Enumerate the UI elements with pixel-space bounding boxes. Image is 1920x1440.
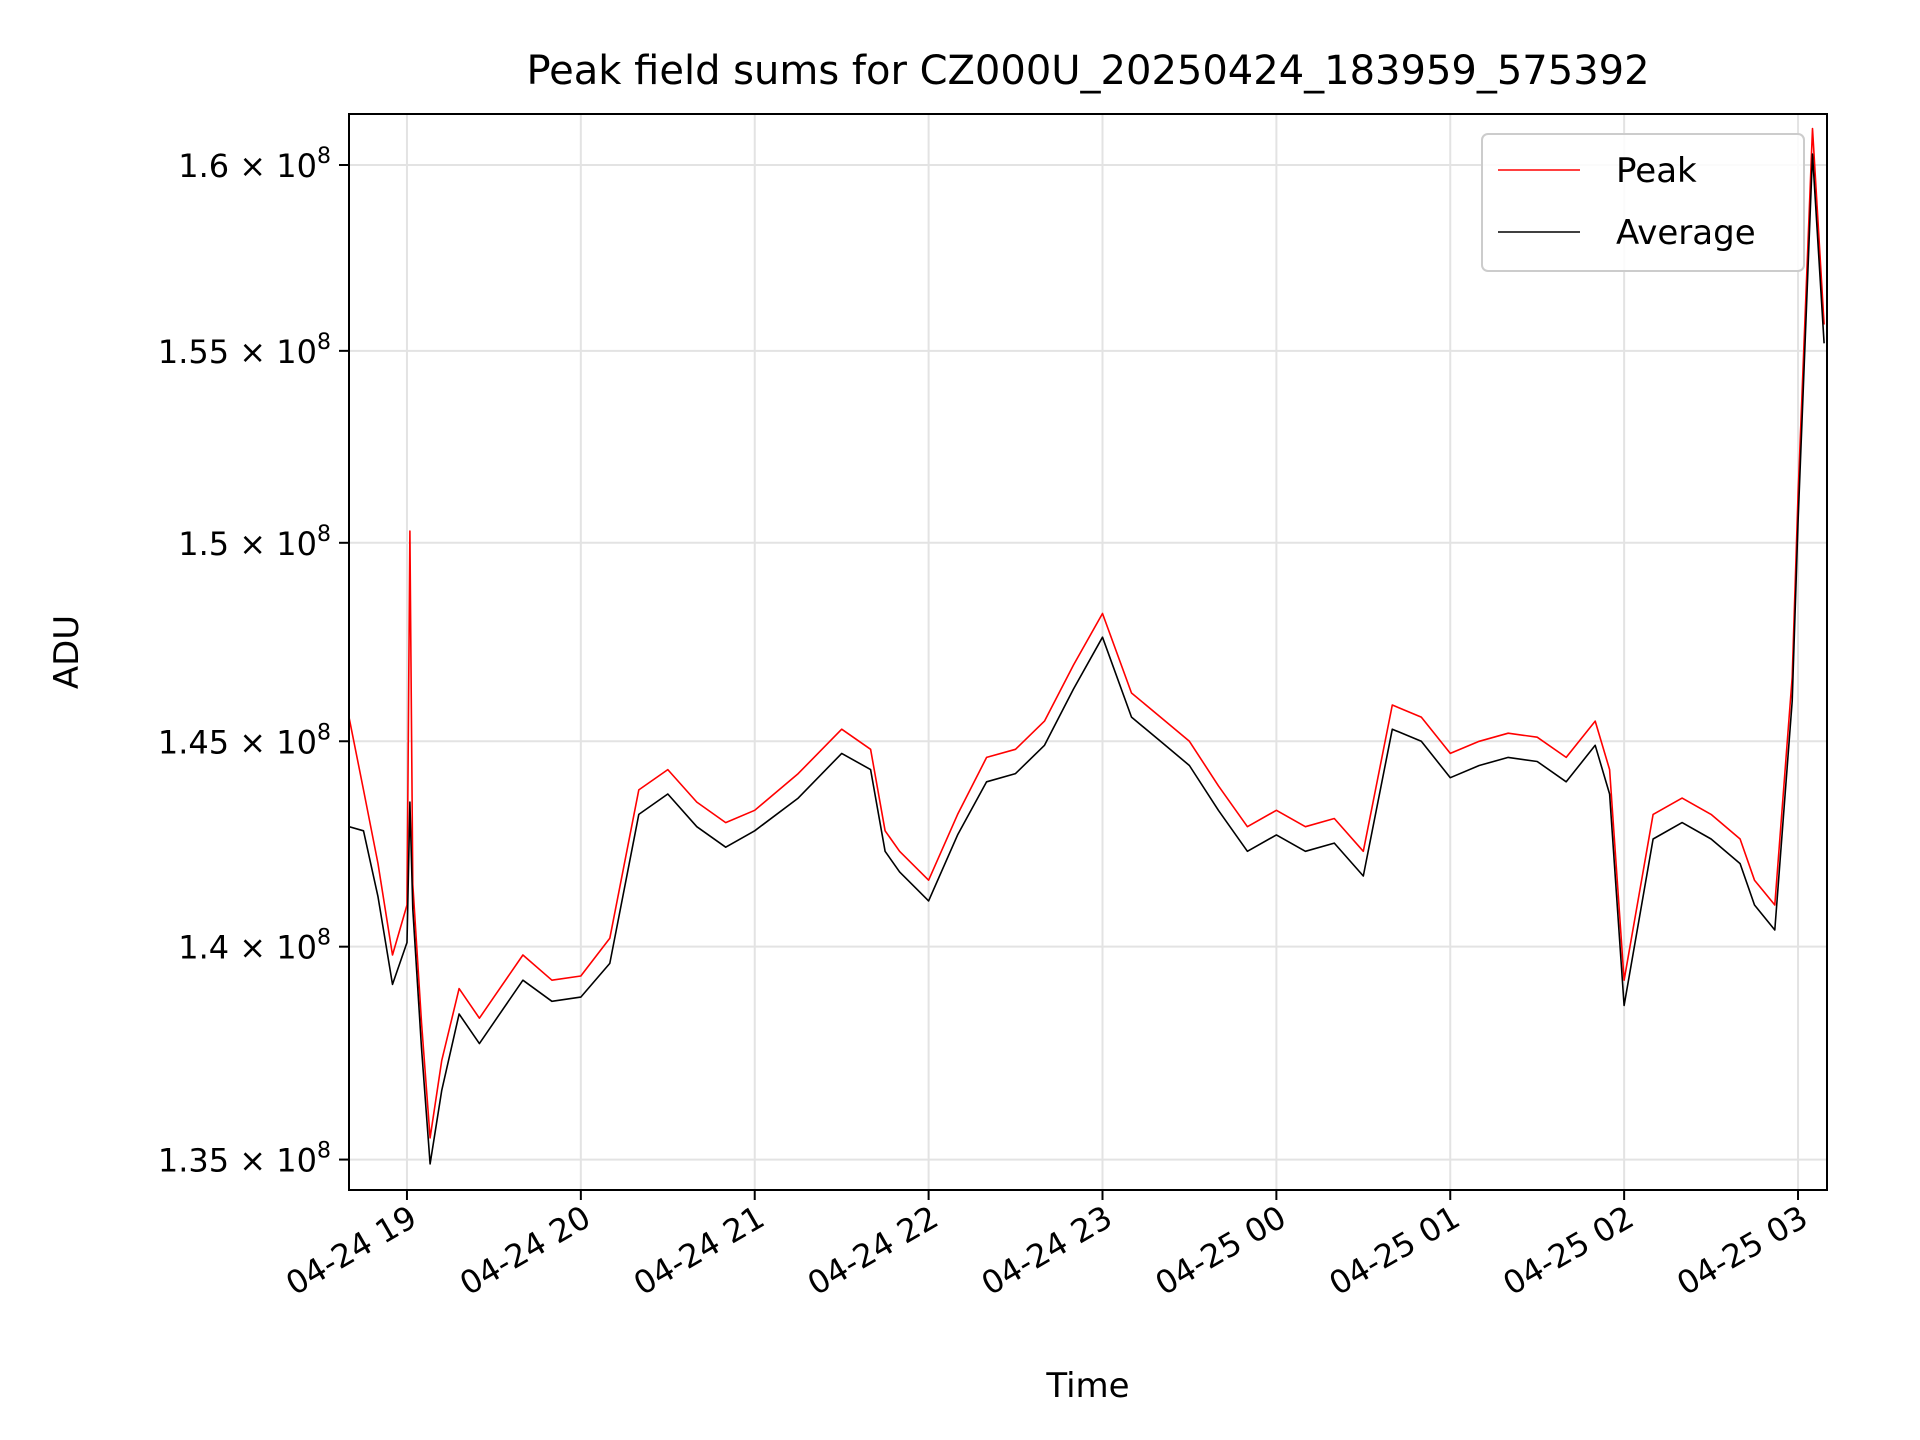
y-tick-mantissa: 1.4	[178, 929, 229, 967]
legend-peak-label: Peak	[1616, 151, 1697, 191]
y-tick-times: × 10	[229, 147, 317, 185]
series-line-peak	[349, 127, 1825, 1139]
chart-title: Peak field sums for CZ000U_20250424_1839…	[526, 48, 1649, 94]
y-tick-mantissa: 1.35	[158, 1142, 229, 1180]
y-tick-exponent: 8	[317, 1139, 331, 1164]
y-tick-label: 1.4 × 108	[178, 926, 331, 967]
plot-frame	[348, 113, 1828, 1191]
y-axis-label: ADU	[47, 615, 87, 689]
y-tick-times: × 10	[229, 333, 317, 371]
y-tick-mantissa: 1.6	[178, 147, 229, 185]
y-tick-exponent: 8	[317, 522, 331, 547]
y-tick-exponent: 8	[317, 926, 331, 951]
y-tick-label: 1.55 × 108	[158, 330, 331, 371]
y-tick-mantissa: 1.55	[158, 333, 229, 371]
x-axis-label: Time	[1045, 1366, 1129, 1406]
grid-lines	[349, 114, 1827, 1190]
y-tick-exponent: 8	[317, 330, 331, 355]
y-tick-times: × 10	[229, 723, 317, 761]
y-tick-exponent: 8	[317, 144, 331, 169]
legend: Peak Average	[1481, 133, 1805, 272]
y-tick-label: 1.35 × 108	[158, 1139, 331, 1180]
legend-average-label: Average	[1616, 213, 1756, 253]
y-tick-label: 1.5 × 108	[178, 522, 331, 563]
series-layer	[349, 127, 1825, 1165]
y-tick-mantissa: 1.45	[158, 723, 229, 761]
legend-box	[1481, 133, 1805, 272]
y-tick-times: × 10	[229, 929, 317, 967]
y-tick-label: 1.45 × 108	[158, 720, 331, 761]
y-tick-times: × 10	[229, 1142, 317, 1180]
y-tick-label: 1.6 × 108	[178, 144, 331, 185]
y-tick-exponent: 8	[317, 720, 331, 745]
y-tick-mantissa: 1.5	[178, 525, 229, 563]
y-tick-times: × 10	[229, 525, 317, 563]
series-line-average	[349, 153, 1825, 1165]
